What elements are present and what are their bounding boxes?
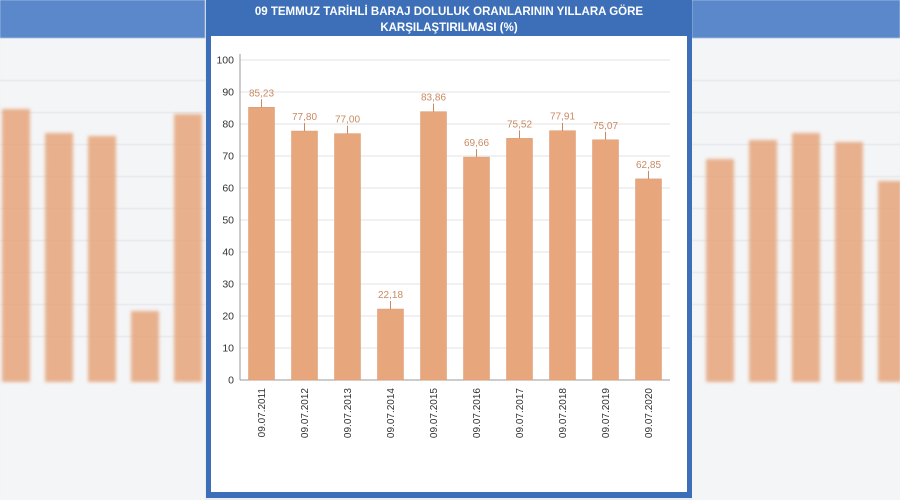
y-tick-label: 50 <box>222 215 234 227</box>
bar <box>592 139 619 381</box>
backdrop-bar <box>2 109 30 382</box>
bar <box>463 156 490 381</box>
data-label: 77,80 <box>292 112 317 123</box>
data-label: 77,91 <box>550 112 575 123</box>
backdrop-bar <box>792 132 820 382</box>
x-tick-label: 09.07.2020 <box>644 388 655 438</box>
plot-panel: 85,23 77,80 77,00 22,18 83,86 69,66 75,52 77,91… <box>211 36 687 492</box>
data-label: 85,23 <box>249 88 274 99</box>
bar <box>248 107 275 381</box>
backdrop-bar <box>835 141 863 382</box>
data-label: 75,07 <box>593 121 618 132</box>
backdrop-header <box>0 0 205 38</box>
y-tick-label: 10 <box>222 343 234 355</box>
backdrop-gridline <box>0 112 205 113</box>
x-tick-label: 09.07.2019 <box>601 388 612 438</box>
bars <box>248 107 662 381</box>
backdrop-bar <box>749 140 777 382</box>
backdrop-gridline <box>692 80 900 81</box>
data-label: 22,18 <box>378 290 403 301</box>
backdrop-bar <box>88 135 116 382</box>
data-label: 75,52 <box>507 119 532 130</box>
x-tick-label: 09.07.2013 <box>343 388 354 438</box>
backdrop-gridline <box>692 112 900 113</box>
chart-title-line-2: KARŞILAŞTIRILMASI (%) <box>380 22 518 34</box>
bar <box>635 178 662 381</box>
bar <box>420 111 447 381</box>
chart-title-line-1: 09 TEMMUZ TARİHLİ BARAJ DOLULUK ORANLARI… <box>254 6 644 18</box>
bar-chart: 85,23 77,80 77,00 22,18 83,86 69,66 75,52 77,91… <box>216 54 670 438</box>
y-tick-label: 90 <box>222 87 234 99</box>
bar <box>506 138 533 381</box>
x-tick-labels: 09.07.2011 09.07.2012 09.07.2013 09.07.2014… <box>257 388 655 438</box>
data-label: 62,85 <box>636 160 661 171</box>
x-tick-label: 09.07.2015 <box>429 388 440 438</box>
y-tick-label: 0 <box>228 375 234 387</box>
y-tick-label: 30 <box>222 279 234 291</box>
x-tick-label: 09.07.2016 <box>472 388 483 438</box>
y-tick-label: 80 <box>222 119 234 131</box>
backdrop-gridline <box>0 80 205 81</box>
x-tick-label: 09.07.2012 <box>300 388 311 438</box>
chart-title: 09 TEMMUZ TARİHLİ BARAJ DOLULUK ORANLARI… <box>206 4 692 36</box>
data-label: 83,86 <box>421 93 446 104</box>
y-tick-label: 60 <box>222 183 234 195</box>
bar <box>334 133 361 381</box>
y-tick-label: 40 <box>222 247 234 259</box>
x-tick-label: 09.07.2011 <box>257 388 268 438</box>
x-tick-label: 09.07.2018 <box>558 388 569 438</box>
bar <box>377 308 404 381</box>
x-tick-label: 09.07.2017 <box>515 388 526 438</box>
y-tick-labels: 0 10 20 30 40 50 60 70 80 90 100 <box>216 55 234 387</box>
backdrop-header <box>692 0 900 38</box>
x-tick-label: 09.07.2014 <box>386 388 397 438</box>
bar <box>549 130 576 381</box>
backdrop-bar <box>878 180 900 382</box>
data-label: 77,00 <box>335 115 360 126</box>
backdrop-bar <box>706 159 734 382</box>
y-tick-label: 100 <box>216 55 234 67</box>
y-tick-label: 20 <box>222 311 234 323</box>
backdrop-bar <box>174 113 202 382</box>
chart-card: 09 TEMMUZ TARİHLİ BARAJ DOLULUK ORANLARI… <box>206 0 692 498</box>
blurred-backdrop-right <box>692 0 900 500</box>
data-labels: 85,23 77,80 77,00 22,18 83,86 69,66 75,52 77,91… <box>249 88 661 310</box>
y-tick-label: 70 <box>222 151 234 163</box>
blurred-backdrop-left <box>0 0 205 500</box>
backdrop-bar <box>131 311 159 382</box>
bar <box>291 130 318 381</box>
backdrop-bar <box>45 133 73 382</box>
data-label: 69,66 <box>464 138 489 149</box>
